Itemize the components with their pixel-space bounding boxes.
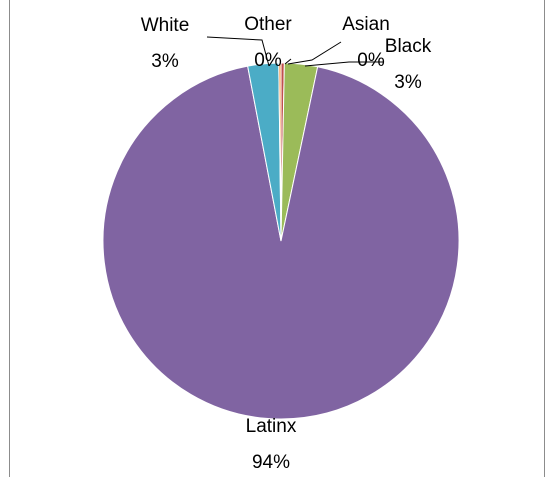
leader-line-white	[206, 36, 270, 67]
slice-label-black: Black	[385, 36, 432, 57]
pie-slice-latinx	[102, 65, 460, 420]
slice-percent-other: 0%	[254, 50, 282, 71]
leader-line-asian	[287, 41, 342, 65]
leader-line-other	[284, 58, 292, 65]
leader-line-black	[304, 61, 383, 67]
slice-label-latinx: Latinx	[246, 416, 297, 437]
slice-percent-asian: 0%	[357, 50, 385, 71]
slice-percent-latinx: 94%	[252, 452, 290, 473]
leader-lines	[206, 36, 383, 67]
slice-label-other: Other	[244, 14, 292, 35]
pie-slice-other	[278, 62, 282, 242]
slice-percent-white: 3%	[151, 51, 179, 72]
pie-slices	[102, 62, 460, 420]
slice-label-asian: Asian	[342, 14, 390, 35]
slice-label-white: White	[141, 15, 190, 36]
slice-percent-black: 3%	[394, 72, 422, 93]
